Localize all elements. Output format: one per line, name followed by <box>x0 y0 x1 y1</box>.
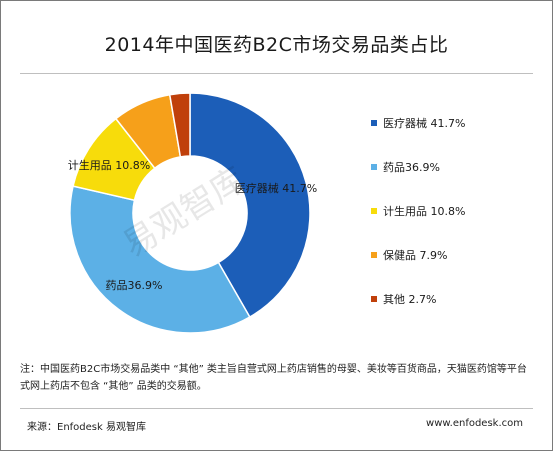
slice-other <box>168 92 191 158</box>
donut-slices <box>69 92 311 334</box>
slice-label-drugs: 药品36.9% <box>106 279 163 292</box>
legend-item-medical-devices: 医疗器械 41.7% <box>371 117 541 131</box>
legend-label: 药品36.9% <box>383 161 440 174</box>
slice-drugs <box>69 185 251 334</box>
slice-label-family-planning: 计生用品 10.8% <box>68 158 150 172</box>
slice-labels: 医疗器械 41.7% 药品36.9% 计生用品 10.8% <box>68 158 317 292</box>
legend-item-family-planning: 计生用品 10.8% <box>371 205 541 219</box>
legend-swatch <box>371 296 377 302</box>
legend-swatch <box>371 120 377 126</box>
legend-label: 计生用品 10.8% <box>383 205 466 218</box>
legend-swatch <box>371 164 377 170</box>
chart-title: 2014年中国医药B2C市场交易品类占比 <box>104 34 449 56</box>
legend-item-drugs: 药品36.9% <box>371 161 541 175</box>
footnote: 注：中国医药B2C市场交易品类中 “其他” 类主旨自营式网上药店销售的母婴、美妆… <box>20 364 527 392</box>
legend-swatch <box>371 252 377 258</box>
source-text: 来源：Enfodesk 易观智库 <box>27 422 146 433</box>
legend-label: 保健品 7.9% <box>383 249 448 262</box>
slice-medical-devices <box>189 92 311 319</box>
website-text: www.enfodesk.com <box>426 418 523 429</box>
legend-item-other: 其他 2.7% <box>371 293 541 307</box>
slice-label-medical-devices: 医疗器械 41.7% <box>235 181 317 195</box>
title-divider <box>20 73 533 74</box>
legend-label: 医疗器械 41.7% <box>383 117 466 130</box>
legend-item-health-products: 保健品 7.9% <box>371 249 541 263</box>
legend-swatch <box>371 208 377 214</box>
legend: 医疗器械 41.7% 药品36.9% 计生用品 10.8% 保健品 7.9% 其他 2.… <box>371 117 541 337</box>
legend-label: 其他 2.7% <box>383 293 437 306</box>
footer-divider <box>20 408 533 409</box>
